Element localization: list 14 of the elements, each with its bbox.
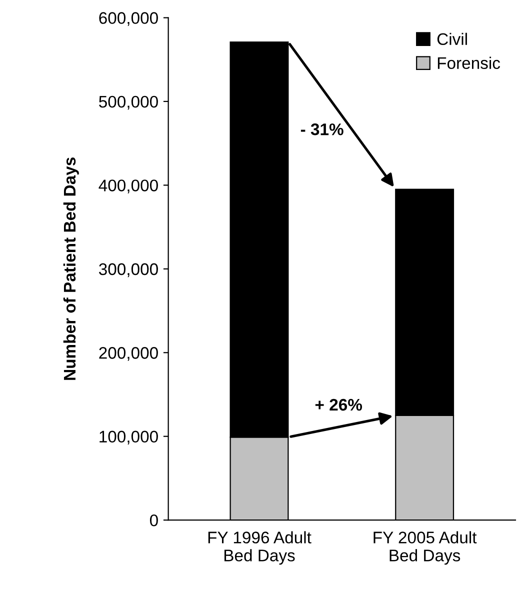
y-tick-label: 200,000 [99,347,158,361]
y-tick-label: 100,000 [100,430,158,445]
y-tick-label: 300,000 [98,263,158,278]
y-axis-title: Number of Patient Bed Days [63,158,79,380]
x-tick-label: FY 1996 Adult Bed Days [208,531,312,565]
legend-label: Civil [437,32,467,46]
x-tick-label: FY 2005 Adult Bed Days [374,531,477,565]
annotation: + 26% [315,398,362,411]
legend-label: Forensic [438,56,500,70]
y-tick-label: 400,000 [98,180,158,194]
y-tick-label: 500,000 [99,96,158,110]
annotation: - 31% [300,123,344,136]
y-tick-label: 600,000 [99,12,158,26]
y-tick-label: 0 [150,514,158,526]
